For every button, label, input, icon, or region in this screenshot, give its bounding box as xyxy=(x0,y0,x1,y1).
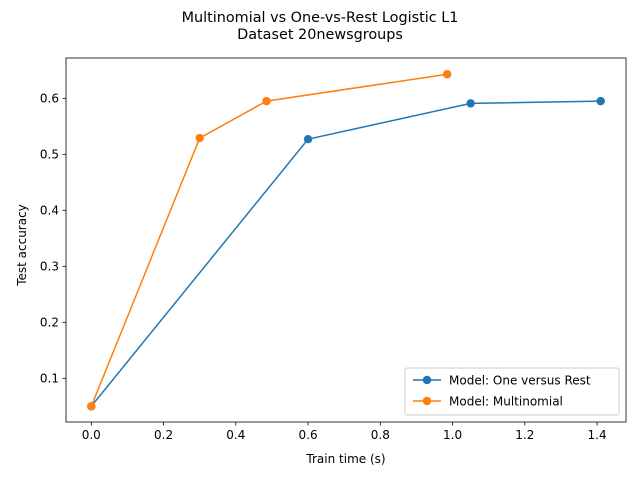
x-tick-label: 0.2 xyxy=(154,428,173,442)
x-tick-label: 0.4 xyxy=(226,428,245,442)
x-tick-label: 0.0 xyxy=(82,428,101,442)
series-1-point-2 xyxy=(303,135,313,144)
series-line-1 xyxy=(90,100,601,407)
series-2-point-4 xyxy=(442,70,452,79)
axes-frame xyxy=(65,57,627,423)
series-1-point-4 xyxy=(596,96,605,106)
x-tick-label: 0.6 xyxy=(299,428,318,442)
chart-subtitle: Dataset 20newsgroups xyxy=(237,27,403,43)
chart-title: Multinomial vs One-vs-Rest Logistic L1 xyxy=(182,10,459,26)
y-tick-label: 0.1 xyxy=(40,372,59,386)
y-tick-label: 0.6 xyxy=(40,92,59,106)
legend-marker-2 xyxy=(422,396,432,406)
x-tick-label: 1.0 xyxy=(443,428,462,442)
y-tick-label: 0.5 xyxy=(40,148,59,162)
series-1-point-3 xyxy=(466,99,475,108)
plot-area: 0.0 0.2 0.4 0.6 0.8 1.0 1.2 1.4 0.1 0.2 0.3 0.4 0.5 0… xyxy=(40,57,627,442)
x-tick-label: 1.2 xyxy=(515,428,534,442)
x-tick-label: 1.4 xyxy=(588,428,607,442)
series-line-2 xyxy=(90,73,448,407)
y-axis-label: Test accuracy xyxy=(15,204,29,287)
legend-marker-1 xyxy=(422,375,432,385)
y-tick-label: 0.2 xyxy=(40,316,59,330)
legend-box xyxy=(404,367,620,416)
series-2-point-1 xyxy=(87,402,96,411)
series-2-point-3 xyxy=(262,96,271,106)
y-tick-label: 0.3 xyxy=(40,260,59,274)
legend-label-1: Model: One versus Rest xyxy=(449,373,591,387)
x-axis-label: Train time (s) xyxy=(305,452,385,466)
y-tick-label: 0.4 xyxy=(40,204,59,218)
legend: Model: One versus Rest Model: Multinomial xyxy=(404,367,620,416)
legend-label-2: Model: Multinomial xyxy=(449,394,563,408)
series-2-point-2 xyxy=(195,133,204,143)
x-tick-label: 0.8 xyxy=(371,428,390,442)
